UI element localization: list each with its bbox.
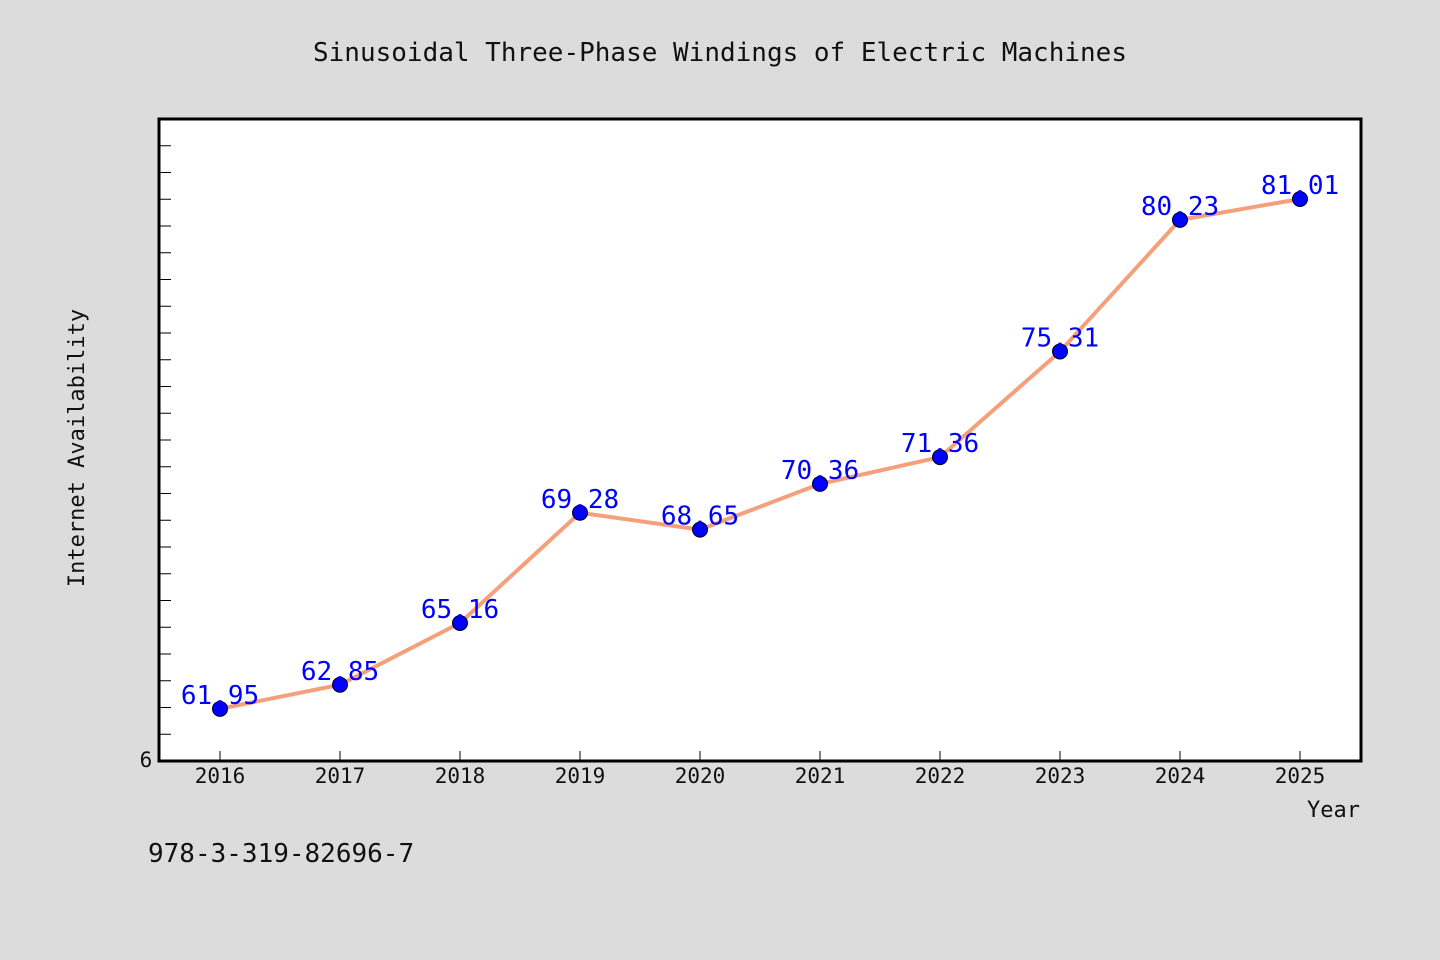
data-point	[812, 475, 828, 492]
x-tick-label: 2024	[1155, 764, 1206, 788]
plot-area	[157, 117, 1363, 763]
chart-title: Sinusoidal Three-Phase Windings of Elect…	[313, 38, 1127, 68]
data-point	[1172, 211, 1188, 228]
y-axis-label: Internet Availability	[65, 309, 90, 587]
x-tick-label: 2019	[555, 764, 606, 788]
series-markers	[212, 190, 1308, 717]
data-label: 61.95	[181, 681, 259, 711]
data-label: 75.31	[1021, 323, 1099, 353]
x-tick-label: 2018	[435, 764, 486, 788]
data-point	[692, 521, 708, 538]
data-point	[932, 449, 948, 466]
data-point	[1052, 343, 1068, 360]
data-labels: 61.95 62.85 65.16 69.28 68.65 70.36 71.36 75.31…	[181, 171, 1339, 711]
x-tick-label: 2017	[315, 764, 366, 788]
data-label: 70.36	[781, 456, 859, 486]
data-label: 65.16	[421, 595, 499, 625]
series-line	[218, 196, 1302, 711]
x-tick-label: 2020	[675, 764, 726, 788]
x-tick-label: 2016	[195, 764, 246, 788]
x-tick-label: 2025	[1275, 764, 1326, 788]
x-axis-tick-labels: 2016 2017 2018 2019 2020 2021 2022 2023 2024 2025	[195, 764, 1326, 788]
isbn-text: 978-3-319-82696-7	[148, 839, 414, 869]
data-point	[572, 504, 588, 521]
data-label: 71.36	[901, 429, 979, 459]
x-tick-label: 2021	[795, 764, 846, 788]
data-point	[1292, 190, 1308, 207]
data-label: 62.85	[301, 657, 379, 687]
x-axis-label: Year	[1307, 798, 1360, 823]
y-axis-ticks	[159, 145, 171, 735]
data-point	[452, 614, 468, 631]
data-label: 68.65	[661, 502, 739, 532]
x-axis-ticks	[219, 751, 1301, 761]
data-point	[212, 700, 228, 717]
data-label: 69.28	[541, 485, 619, 515]
data-point	[332, 676, 348, 693]
data-label: 80.23	[1141, 192, 1219, 222]
data-label: 81.01	[1261, 171, 1339, 201]
y-tick-label-bottom: 6	[140, 748, 153, 772]
x-tick-label: 2022	[915, 764, 966, 788]
x-tick-label: 2023	[1035, 764, 1086, 788]
